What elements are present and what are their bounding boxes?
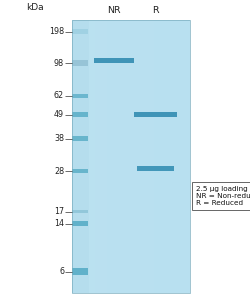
Bar — [72, 268, 88, 275]
Bar — [72, 136, 88, 141]
Text: 38: 38 — [54, 134, 64, 143]
Bar — [71, 20, 189, 292]
Bar — [136, 20, 142, 292]
Bar — [134, 112, 176, 117]
Bar — [72, 94, 88, 98]
Bar — [171, 20, 177, 292]
Text: 28: 28 — [54, 167, 64, 176]
Bar — [72, 221, 88, 226]
Bar — [72, 29, 88, 34]
Bar — [118, 20, 124, 292]
Bar — [72, 169, 88, 173]
Bar — [165, 20, 171, 292]
Text: R: R — [152, 6, 158, 15]
Text: 98: 98 — [54, 58, 64, 68]
Bar — [71, 20, 189, 292]
Bar — [83, 20, 89, 292]
Bar — [95, 20, 100, 292]
Bar — [106, 20, 112, 292]
Text: 2.5 μg loading
NR = Non-reduced
R = Reduced: 2.5 μg loading NR = Non-reduced R = Redu… — [195, 186, 250, 206]
Bar — [130, 20, 136, 292]
Text: 62: 62 — [54, 92, 64, 100]
Bar — [77, 20, 83, 292]
Bar — [72, 112, 88, 117]
Bar — [154, 20, 160, 292]
Bar — [72, 209, 88, 214]
Text: 14: 14 — [54, 219, 64, 228]
Bar — [100, 20, 106, 292]
Bar — [112, 20, 118, 292]
Bar — [177, 20, 183, 292]
Bar — [72, 60, 88, 66]
Bar — [71, 20, 77, 292]
Text: 17: 17 — [54, 207, 64, 216]
Text: 198: 198 — [49, 27, 64, 36]
Text: 49: 49 — [54, 110, 64, 119]
Bar — [136, 166, 174, 171]
Bar — [183, 20, 189, 292]
Bar — [94, 58, 134, 63]
Bar — [148, 20, 154, 292]
Text: 6: 6 — [59, 267, 64, 276]
Bar — [124, 20, 130, 292]
Bar — [160, 20, 165, 292]
Text: kDa: kDa — [26, 3, 44, 12]
Bar — [71, 20, 89, 292]
Bar — [89, 20, 95, 292]
Text: NR: NR — [107, 6, 120, 15]
Bar — [142, 20, 148, 292]
